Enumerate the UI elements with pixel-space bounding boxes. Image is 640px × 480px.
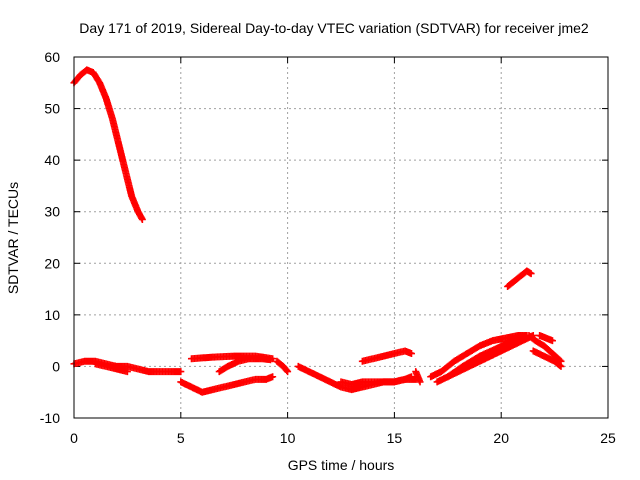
series-arc-6 bbox=[215, 355, 275, 376]
data-point bbox=[177, 368, 185, 376]
data-point bbox=[267, 356, 275, 364]
series-arc-18 bbox=[536, 331, 556, 345]
data-point bbox=[556, 362, 564, 370]
y-tick-label: 50 bbox=[44, 101, 60, 117]
x-tick-label: 25 bbox=[600, 430, 616, 446]
y-axis-label: SDTVAR / TECUs bbox=[5, 182, 21, 294]
series-arc-17 bbox=[529, 347, 565, 370]
y-tick-label: 60 bbox=[44, 49, 60, 65]
data-point bbox=[283, 367, 291, 375]
x-axis-label: GPS time / hours bbox=[288, 457, 395, 473]
y-tick-label: 0 bbox=[52, 358, 60, 374]
data-point bbox=[527, 270, 535, 278]
series-arc-1 bbox=[70, 66, 146, 223]
axis-ticks: 0 5 10 15 20 25 -10 0 10 20 30 40 50 60 bbox=[40, 49, 616, 446]
data-point bbox=[407, 350, 415, 358]
series-arc-12 bbox=[427, 331, 531, 381]
series-arc-15 bbox=[504, 267, 535, 290]
series-arc-7 bbox=[273, 357, 292, 376]
data-point bbox=[269, 373, 277, 381]
chart-title: Day 171 of 2019, Sidereal Day-to-day VTE… bbox=[79, 20, 589, 36]
y-tick-label: 10 bbox=[44, 307, 60, 323]
data-point bbox=[123, 368, 131, 376]
x-tick-label: 0 bbox=[70, 430, 78, 446]
plot-frame bbox=[73, 56, 609, 419]
series-arc-3 bbox=[91, 360, 131, 376]
y-tick-label: 20 bbox=[44, 255, 60, 271]
data-point bbox=[138, 215, 146, 223]
y-tick-label: -10 bbox=[40, 410, 60, 426]
x-tick-label: 20 bbox=[493, 430, 509, 446]
grid-lines bbox=[74, 57, 608, 418]
data-point bbox=[557, 362, 565, 370]
data-point bbox=[416, 378, 424, 386]
series-arc-11 bbox=[412, 368, 424, 386]
x-tick-label: 10 bbox=[280, 430, 296, 446]
y-tick-label: 40 bbox=[44, 152, 60, 168]
y-tick-label: 30 bbox=[44, 204, 60, 220]
series-arc-5 bbox=[177, 373, 277, 396]
data-points bbox=[70, 66, 565, 396]
data-point bbox=[548, 337, 556, 345]
series-arc-10 bbox=[358, 347, 415, 365]
x-tick-label: 5 bbox=[177, 430, 185, 446]
x-tick-label: 15 bbox=[387, 430, 403, 446]
series-arc-14 bbox=[444, 331, 531, 381]
data-point bbox=[284, 368, 292, 376]
series-arc-9 bbox=[337, 375, 420, 388]
